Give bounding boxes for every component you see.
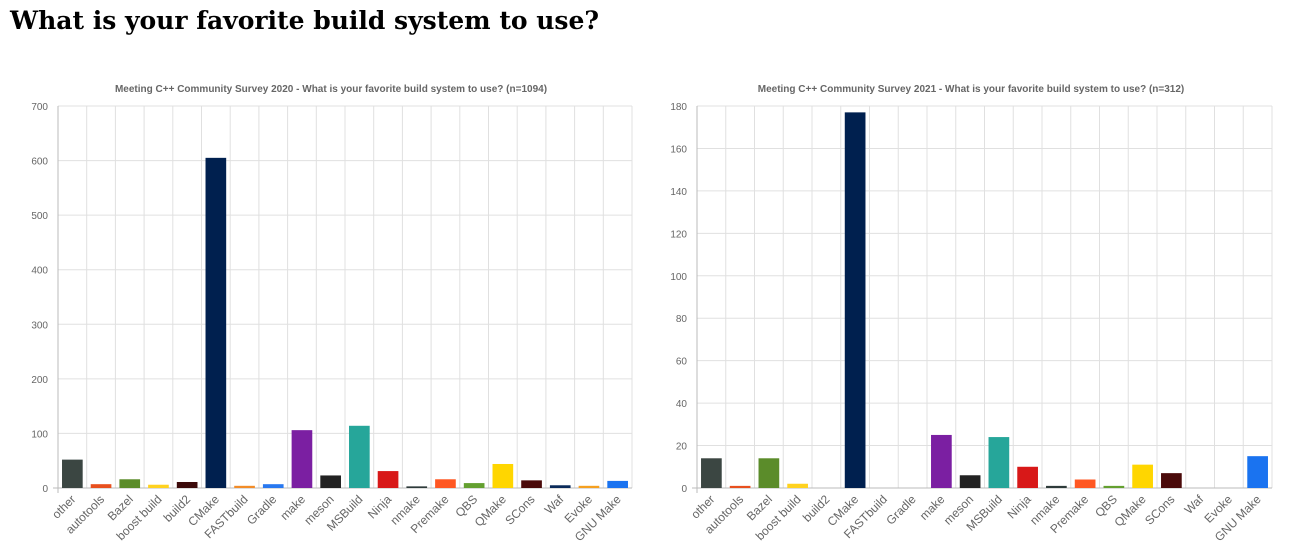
x-tick-label: Gradle	[883, 492, 919, 528]
y-tick-label: 40	[676, 399, 688, 410]
bar-ninja	[377, 471, 399, 488]
bar-meson	[959, 475, 981, 488]
bar-cmake	[205, 157, 227, 488]
y-tick-label: 300	[31, 320, 48, 331]
bar-make	[291, 430, 313, 488]
chart-title: Meeting C++ Community Survey 2021 - What…	[758, 84, 1185, 95]
bar-qbs	[463, 483, 485, 488]
page-title: What is your favorite build system to us…	[10, 6, 600, 35]
bar-autotools	[729, 485, 751, 488]
chart-2021: Meeting C++ Community Survey 2021 - What…	[640, 70, 1280, 546]
bar-premake	[1074, 479, 1096, 488]
chart-svg: Meeting C++ Community Survey 2021 - What…	[670, 84, 1273, 544]
bar-nmake	[1046, 485, 1067, 488]
bar-other	[701, 458, 722, 488]
y-tick-label: 100	[670, 272, 687, 283]
bar-bazel	[758, 458, 780, 488]
y-tick-label: 180	[670, 102, 687, 113]
x-tick-label: SCons	[1142, 492, 1177, 527]
bar-boost-build	[148, 484, 169, 488]
y-tick-label: 700	[31, 102, 48, 113]
bar-evoke	[578, 485, 600, 488]
bar-premake	[435, 479, 456, 488]
bar-meson	[320, 475, 341, 488]
bar-scons	[521, 480, 542, 488]
bar-gradle	[262, 484, 284, 488]
y-tick-label: 200	[31, 375, 48, 386]
bar-nmake	[406, 486, 428, 488]
y-tick-label: 20	[676, 442, 688, 453]
x-tick-label: Gradle	[244, 492, 280, 528]
bar-msbuild	[988, 437, 1010, 488]
y-tick-label: 160	[670, 144, 687, 155]
y-tick-label: 60	[676, 357, 688, 368]
bar-qmake	[492, 463, 514, 488]
y-tick-label: 400	[31, 266, 48, 277]
y-tick-label: 500	[31, 211, 48, 222]
bar-waf	[549, 485, 571, 488]
y-tick-label: 600	[31, 157, 48, 168]
chart-2020: Meeting C++ Community Survey 2020 - What…	[0, 70, 640, 546]
bar-other	[62, 459, 83, 488]
chart-title: Meeting C++ Community Survey 2020 - What…	[115, 84, 547, 95]
bar-gnu-make	[1247, 456, 1268, 488]
bar-make	[931, 434, 952, 488]
y-tick-label: 100	[31, 429, 48, 440]
y-tick-label: 120	[670, 229, 687, 240]
y-tick-label: 140	[670, 187, 687, 198]
bar-boost-build	[787, 483, 808, 488]
bar-bazel	[119, 479, 141, 488]
x-tick-label: QMake	[1111, 492, 1148, 529]
y-tick-label: 80	[676, 314, 688, 325]
bar-fastbuild	[234, 485, 255, 488]
chart-svg: Meeting C++ Community Survey 2020 - What…	[31, 84, 633, 544]
bar-qmake	[1132, 464, 1153, 488]
y-tick-label: 0	[681, 484, 687, 495]
bar-build2	[176, 481, 198, 488]
bar-msbuild	[349, 425, 370, 488]
bar-gnu-make	[607, 480, 628, 488]
bar-qbs	[1103, 485, 1125, 488]
y-tick-label: 0	[42, 484, 48, 495]
bar-scons	[1161, 473, 1182, 488]
bar-autotools	[90, 484, 112, 488]
x-tick-label: SCons	[502, 492, 537, 527]
bar-ninja	[1017, 466, 1038, 488]
x-tick-label: QMake	[472, 492, 509, 529]
bar-cmake	[844, 112, 866, 488]
